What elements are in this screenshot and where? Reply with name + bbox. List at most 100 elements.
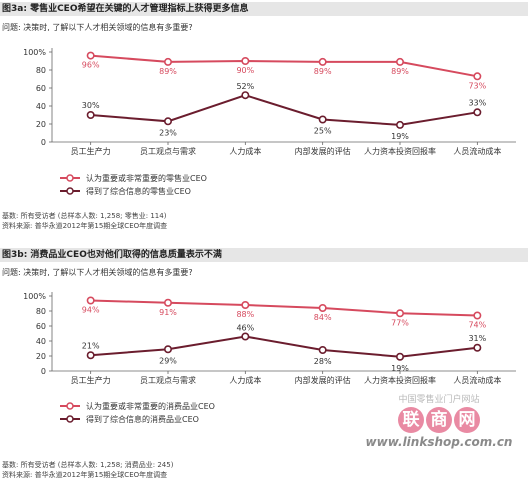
- legend-label: 得到了综合信息的零售业CEO: [86, 186, 191, 196]
- chart-a-source: 资料来源: 普华永道2012年第15期全球CEO年度调查: [2, 222, 168, 230]
- data-point: [318, 345, 327, 354]
- data-label: 77%: [391, 318, 409, 327]
- data-point: [318, 303, 327, 312]
- legend-swatch-marker: [66, 187, 74, 195]
- data-point: [164, 345, 173, 354]
- y-tick-label: 40: [36, 337, 46, 346]
- data-point: [86, 111, 95, 120]
- legend-label: 得到了综合信息的消费品业CEO: [86, 414, 199, 424]
- chart-b-question: 问题: 决策时, 了解以下人才相关领域的信息有多重要?: [2, 268, 193, 277]
- data-label: 21%: [82, 341, 100, 350]
- chart-a: 100% 80 60 40 20 0 员工生产力 员工观点与需求 人力成本 内部发展的评估 人力资本…: [23, 48, 516, 196]
- data-label: 90%: [236, 66, 254, 75]
- data-point: [241, 91, 250, 100]
- data-label: 96%: [82, 61, 100, 70]
- y-tick-label: 80: [36, 307, 46, 316]
- data-label: 89%: [391, 67, 409, 76]
- data-label: 74%: [468, 321, 486, 330]
- x-tick-label: 人力资本投资回报率: [364, 146, 436, 156]
- y-tick-label: 80: [36, 66, 46, 75]
- data-point: [86, 351, 95, 360]
- data-label: 73%: [468, 81, 486, 90]
- data-label: 29%: [159, 356, 177, 365]
- data-point: [164, 57, 173, 66]
- legend-swatch-marker: [66, 415, 74, 423]
- y-tick-label: 0: [41, 138, 46, 147]
- data-point: [241, 56, 250, 65]
- watermark-url: www.linkshop.com.cn: [365, 435, 513, 449]
- series-line-2: [90, 94, 478, 126]
- chart-a-title: 图3a: 零售业CEO希望在关键的人才管理指标上获得更多信息: [0, 2, 528, 16]
- data-label: 25%: [314, 127, 332, 136]
- data-label: 52%: [236, 82, 254, 91]
- x-tick-label: 人力成本: [229, 375, 261, 385]
- data-label: 33%: [468, 98, 486, 107]
- data-label: 30%: [82, 101, 100, 110]
- watermark: 中国零售业门户网站 联商网 www.linkshop.com.cn: [364, 392, 514, 449]
- data-point: [164, 298, 173, 307]
- data-label: 23%: [159, 128, 177, 137]
- x-tick-label: 员工观点与需求: [140, 146, 196, 156]
- data-label: 84%: [314, 313, 332, 322]
- series-line-1: [90, 299, 478, 317]
- y-tick-label: 20: [36, 120, 46, 129]
- data-label: 19%: [391, 364, 409, 373]
- legend-swatch-marker: [66, 402, 74, 410]
- watermark-tagline: 中国零售业门户网站: [398, 395, 480, 405]
- series-line-2: [90, 335, 478, 358]
- chart-a-base: 基数: 所有受访者 (总样本人数: 1,258; 零售业: 114): [2, 212, 167, 220]
- y-tick-label: 100%: [23, 292, 46, 301]
- data-point: [86, 296, 95, 305]
- chart-b-notes: 基数: 所有受访者 (总样本人数: 1,258; 消费品业: 245) 资料来源…: [2, 460, 173, 480]
- watermark-char-2: 商: [426, 407, 452, 433]
- data-label: 19%: [391, 132, 409, 141]
- data-point: [395, 57, 404, 66]
- chart-a-notes: 基数: 所有受访者 (总样本人数: 1,258; 零售业: 114) 资料来源:…: [2, 211, 167, 231]
- chart-b-base: 基数: 所有受访者 (总样本人数: 1,258; 消费品业: 245): [2, 461, 174, 469]
- data-label: 91%: [159, 308, 177, 317]
- data-label: 88%: [236, 310, 254, 319]
- x-tick-label: 内部发展的评估: [295, 146, 351, 156]
- data-point: [395, 120, 404, 129]
- y-tick-label: 100%: [23, 48, 46, 57]
- watermark-char-3: 网: [454, 407, 480, 433]
- data-point: [318, 57, 327, 66]
- data-label: 28%: [314, 357, 332, 366]
- data-point: [241, 300, 250, 309]
- data-point: [395, 309, 404, 318]
- x-tick-label: 人员流动成本: [453, 375, 501, 385]
- x-tick-label: 员工观点与需求: [140, 375, 196, 385]
- x-tick-label: 员工生产力: [71, 375, 111, 385]
- chart-b: 100% 80 60 40 20 0 员工生产力 员工观点与需求 人力成本 内部发展的评估 人力资本…: [23, 292, 516, 424]
- x-tick-label: 员工生产力: [71, 146, 111, 156]
- legend-label: 认为重要或非常重要的消费品业CEO: [86, 401, 215, 411]
- legend-label: 认为重要或非常重要的零售业CEO: [86, 173, 207, 183]
- x-tick-label: 内部发展的评估: [295, 375, 351, 385]
- data-label: 94%: [82, 306, 100, 315]
- data-point: [86, 51, 95, 60]
- watermark-logo: 联商网: [364, 407, 514, 433]
- y-tick-label: 60: [36, 84, 46, 93]
- data-label: 31%: [468, 334, 486, 343]
- data-point: [473, 343, 482, 352]
- y-tick-label: 0: [41, 367, 46, 376]
- x-tick-label: 人力资本投资回报率: [364, 375, 436, 385]
- legend-swatch-marker: [66, 174, 74, 182]
- data-point: [395, 352, 404, 361]
- data-label: 46%: [236, 324, 254, 333]
- watermark-char-1: 联: [398, 407, 424, 433]
- data-point: [164, 117, 173, 126]
- data-label: 89%: [314, 67, 332, 76]
- chart-a-question: 问题: 决策时, 了解以下人才相关领域的信息有多重要?: [2, 23, 193, 32]
- data-point: [473, 72, 482, 81]
- y-tick-label: 20: [36, 352, 46, 361]
- data-point: [473, 108, 482, 117]
- data-point: [241, 332, 250, 341]
- y-tick-label: 60: [36, 322, 46, 331]
- data-label: 89%: [159, 67, 177, 76]
- chart-b-source: 资料来源: 普华永道2012年第15期全球CEO年度调查: [2, 471, 168, 479]
- y-tick-label: 40: [36, 102, 46, 111]
- data-point: [318, 115, 327, 124]
- x-tick-label: 人力成本: [229, 146, 261, 156]
- chart-b-title: 图3b: 消费品业CEO也对他们取得的信息质量表示不满: [0, 248, 528, 262]
